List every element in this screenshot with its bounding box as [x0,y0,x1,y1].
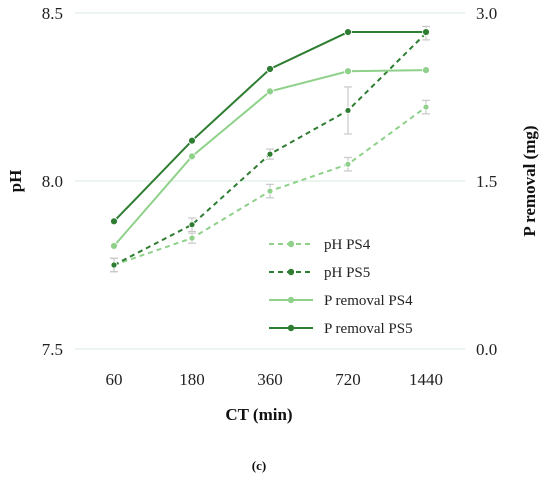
data-point [344,28,352,36]
legend-item: P removal PS5 [269,321,413,337]
x-tick-label: 1440 [409,370,443,389]
data-point [188,136,196,145]
y-tick-label: 7.5 [42,340,63,359]
legend-label: pH PS4 [324,237,371,253]
series-ph-ps4 [110,99,430,273]
x-tick-label: 720 [335,370,361,389]
y2-tick-label: 0.0 [476,340,497,359]
series-p-removal-ps5 [110,28,430,226]
data-point [422,66,430,75]
data-point [422,28,430,36]
y-axis-title: pH [6,170,25,193]
x-axis-title: CT (min) [225,405,292,424]
data-point [188,234,196,242]
legend-item: pH PS4 [269,237,371,253]
series-p-removal-ps4 [110,66,430,250]
y2-tick-label: 3.0 [476,4,497,23]
figure-caption: (c) [252,458,266,473]
legend-swatch-marker [287,268,295,276]
gridlines [75,12,465,350]
x-tick-label: 360 [257,370,283,389]
data-point [266,87,274,96]
y2-axis-title: P removal (mg) [520,125,539,236]
series-layer [110,25,430,273]
data-point [344,107,352,114]
data-point [110,242,118,250]
y-tick-label: 8.0 [42,172,63,191]
y2-tick-label: 1.5 [476,172,497,191]
data-point [110,261,118,269]
x-tick-label: 180 [179,370,205,389]
legend-label: pH PS5 [324,265,370,281]
legend-item: P removal PS4 [269,293,413,309]
data-point [422,103,430,111]
legend: pH PS4 pH PS5 P removal PS4 P removal PS5 [269,237,413,337]
series-ph-ps5 [110,25,430,273]
data-point [188,152,196,161]
data-point [188,221,196,229]
x-tick-label: 60 [106,370,123,389]
data-point [344,160,352,168]
y-tick-label: 8.5 [42,4,63,23]
data-point [344,67,352,76]
legend-swatch-marker [287,240,295,248]
legend-swatch-marker [287,296,295,304]
tick-labels: 7.5 8.0 8.5 0.0 1.5 3.0 60 180 360 720 1440 [42,4,498,389]
data-point [266,150,274,158]
legend-label: P removal PS5 [324,321,413,337]
legend-item: pH PS5 [269,265,370,281]
data-point [110,217,118,226]
legend-swatch-marker [287,324,295,332]
data-point [266,187,274,195]
legend-label: P removal PS4 [324,293,413,309]
data-point [266,65,274,73]
